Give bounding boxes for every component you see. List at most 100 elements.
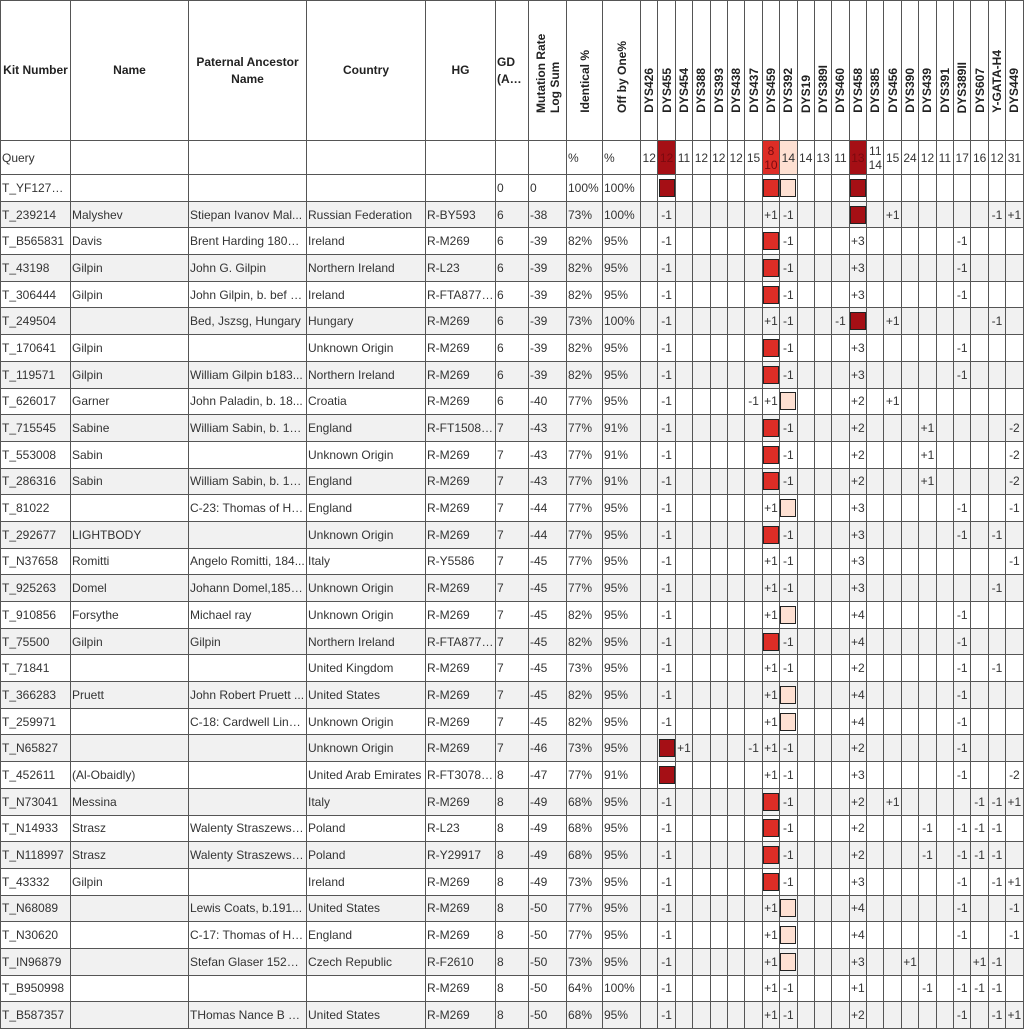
header-marker-dys391[interactable]: DYS391 xyxy=(935,0,955,141)
header-marker-dys393[interactable]: DYS393 xyxy=(709,0,728,141)
table-row[interactable]: T_715545 Sabine William Sabin, b. 16... Eng… xyxy=(0,414,1024,442)
header-marker-dys19[interactable]: DYS19 xyxy=(796,0,815,141)
header-marker-dys439[interactable]: DYS439 xyxy=(918,0,937,141)
header-marker-dys460[interactable]: DYS460 xyxy=(831,0,850,141)
cell-kit-number[interactable]: T_IN96879 xyxy=(0,947,71,976)
table-row[interactable]: T_626017 Garner John Paladin, b. 18... Croa… xyxy=(0,387,1024,416)
header-marker-dys426[interactable]: DYS426 xyxy=(639,0,659,141)
cell-dys390 xyxy=(900,707,920,736)
table-row[interactable]: T_N73041 Messina Italy R-M269 8 -49 68% 95% -1 -1… xyxy=(0,787,1024,816)
cell-dys459: +1 xyxy=(761,761,781,789)
header-marker-dys389ii[interactable]: DYS389II xyxy=(953,0,972,141)
table-row[interactable]: T_YF127385 0 0 100% 100% xyxy=(0,174,1024,202)
table-row[interactable]: T_N68089 Lewis Coats, b.191... United Stat… xyxy=(0,894,1024,923)
cell-kit-number[interactable]: T_B587357 xyxy=(0,1001,71,1029)
header-marker-dys437[interactable]: DYS437 xyxy=(744,0,763,141)
header-marker-dys458[interactable]: DYS458 xyxy=(848,0,868,141)
cell-kit-number[interactable]: T_925263 xyxy=(0,574,71,602)
table-row[interactable]: T_B565831 Davis Brent Harding 1805/... Irel… xyxy=(0,227,1024,256)
table-row[interactable]: T_119571 Gilpin William Gilpin b183... Nort… xyxy=(0,360,1024,389)
header-kit-number[interactable]: Kit Number xyxy=(0,0,71,141)
cell-kit-number[interactable]: T_910856 xyxy=(0,601,71,629)
cell-kit-number[interactable]: T_B565831 xyxy=(0,227,71,256)
cell-dys389i xyxy=(813,841,833,869)
cell-kit-number[interactable]: T_286316 xyxy=(0,467,71,496)
table-row[interactable]: T_553008 Sabin Unknown Origin R-M269 7 -43 77%… xyxy=(0,440,1024,469)
query-value-dys460: 11 xyxy=(831,140,850,175)
table-row[interactable]: T_75500 Gilpin Gilpin Northern Ireland R-FTA… xyxy=(0,627,1024,656)
header-marker-y-gata-h4[interactable]: Y-GATA-H4 xyxy=(987,0,1007,141)
cell-dys459: +1 xyxy=(761,921,781,949)
table-row[interactable]: T_71841 United Kingdom R-M269 7 -45 73% 95% -1 +… xyxy=(0,654,1024,683)
cell-kit-number[interactable]: T_B950998 xyxy=(0,974,71,1003)
cell-kit-number[interactable]: T_626017 xyxy=(0,387,71,416)
header-marker-dys388[interactable]: DYS388 xyxy=(692,0,711,141)
cell-kit-number[interactable]: T_81022 xyxy=(0,494,71,522)
cell-kit-number[interactable]: T_239214 xyxy=(0,200,71,229)
cell-kit-number[interactable]: T_553008 xyxy=(0,440,71,469)
table-row[interactable]: T_170641 Gilpin Unknown Origin R-M269 6 -39 82… xyxy=(0,334,1024,362)
cell-kit-number[interactable]: T_71841 xyxy=(0,654,71,683)
header-marker-dys607[interactable]: DYS607 xyxy=(970,0,989,141)
cell-kit-number[interactable]: T_75500 xyxy=(0,627,71,656)
table-row[interactable]: T_N65827 Unknown Origin R-M269 7 -46 73% 95% +1… xyxy=(0,734,1024,763)
cell-kit-number[interactable]: T_249504 xyxy=(0,307,71,336)
table-row[interactable]: T_366283 Pruett John Robert Pruett ... Unit… xyxy=(0,681,1024,709)
cell-kit-number[interactable]: T_170641 xyxy=(0,334,71,362)
cell-kit-number[interactable]: T_715545 xyxy=(0,414,71,442)
header-hg[interactable]: HG xyxy=(425,0,496,141)
header-marker-dys392[interactable]: DYS392 xyxy=(779,0,798,141)
table-row[interactable]: T_43332 Gilpin Ireland R-M269 8 -49 73% 95% -1 -1… xyxy=(0,867,1024,896)
header-marker-dys456[interactable]: DYS456 xyxy=(883,0,902,141)
header-country[interactable]: Country xyxy=(306,0,426,141)
cell-kit-number[interactable]: T_452611 xyxy=(0,761,71,789)
header-marker-dys438[interactable]: DYS438 xyxy=(726,0,746,141)
header-gd[interactable]: GD (Abs) xyxy=(495,0,529,141)
table-row[interactable]: T_IN96879 Stefan Glaser 1520-... Czech Rep… xyxy=(0,947,1024,976)
table-row[interactable]: T_925263 Domel Johann Domel,1850... Unknown… xyxy=(0,574,1024,602)
table-row[interactable]: T_N118997 Strasz Walenty Straszewsk... Pola… xyxy=(0,841,1024,869)
cell-kit-number[interactable]: T_N37658 xyxy=(0,547,71,576)
table-row[interactable]: T_249504 Bed, Jszsg, Hungary Hungary R-M269… xyxy=(0,307,1024,336)
table-row[interactable]: T_286316 Sabin William Sabin, b. 16... Engl… xyxy=(0,467,1024,496)
cell-kit-number[interactable]: T_119571 xyxy=(0,360,71,389)
cell-kit-number[interactable]: T_N14933 xyxy=(0,814,71,843)
header-marker-dys389i[interactable]: DYS389I xyxy=(813,0,833,141)
table-row[interactable]: T_B950998 R-M269 8 -50 64% 100% -1 +1 -1 +1 -1 -1 -1… xyxy=(0,974,1024,1003)
cell-kit-number[interactable]: T_43332 xyxy=(0,867,71,896)
table-row[interactable]: T_239214 Malyshev Stiepan Ivanov Mal... Rus… xyxy=(0,200,1024,229)
cell-kit-number[interactable]: T_N30620 xyxy=(0,921,71,949)
cell-kit-number[interactable]: T_306444 xyxy=(0,280,71,309)
table-row[interactable]: T_910856 Forsythe Michael ray Unknown Origi… xyxy=(0,601,1024,629)
cell-kit-number[interactable]: T_292677 xyxy=(0,520,71,549)
table-row[interactable]: T_452611 (Al-Obaidly) United Arab Emirates… xyxy=(0,761,1024,789)
cell-kit-number[interactable]: T_N118997 xyxy=(0,841,71,869)
table-row[interactable]: T_259971 C-18: Cardwell Line... Unknown Or… xyxy=(0,707,1024,736)
table-row[interactable]: T_N14933 Strasz Walenty Straszewsk... Polan… xyxy=(0,814,1024,843)
cell-kit-number[interactable]: T_43198 xyxy=(0,254,71,282)
header-marker-dys385[interactable]: DYS385 xyxy=(866,0,885,141)
header-marker-dys390[interactable]: DYS390 xyxy=(900,0,920,141)
header-paternal-ancestor[interactable]: Paternal Ancestor Name xyxy=(188,0,307,141)
table-row[interactable]: T_306444 Gilpin John Gilpin, b. bef 1... Ir… xyxy=(0,280,1024,309)
table-row[interactable]: T_N37658 Romitti Angelo Romitti, 184... Ita… xyxy=(0,547,1024,576)
header-name[interactable]: Name xyxy=(70,0,189,141)
header-off-by-one[interactable]: Off by One% xyxy=(602,0,641,141)
table-row[interactable]: T_292677 LIGHTBODY Unknown Origin R-M269 7 -4… xyxy=(0,520,1024,549)
cell-kit-number[interactable]: T_366283 xyxy=(0,681,71,709)
table-row[interactable]: T_B587357 THomas Nance B ci... United Stat… xyxy=(0,1001,1024,1029)
header-marker-dys459[interactable]: DYS459 xyxy=(761,0,781,141)
table-row[interactable]: T_N30620 C-17: Thomas of He... England R-M2… xyxy=(0,921,1024,949)
header-marker-dys455[interactable]: DYS455 xyxy=(657,0,676,141)
cell-kit-number[interactable]: T_259971 xyxy=(0,707,71,736)
header-marker-dys454[interactable]: DYS454 xyxy=(674,0,694,141)
header-mutation-rate[interactable]: Mutation Rate Log Sum xyxy=(528,0,567,141)
header-marker-dys449[interactable]: DYS449 xyxy=(1005,0,1024,141)
header-identical[interactable]: Identical % xyxy=(566,0,603,141)
cell-kit-number[interactable]: T_N65827 xyxy=(0,734,71,763)
cell-kit-number[interactable]: T_N68089 xyxy=(0,894,71,923)
cell-kit-number[interactable]: T_N73041 xyxy=(0,787,71,816)
table-row[interactable]: T_81022 C-23: Thomas of He... England R-M26… xyxy=(0,494,1024,522)
table-row[interactable]: T_43198 Gilpin John G. Gilpin Northern Irel… xyxy=(0,254,1024,282)
cell-kit-number[interactable]: T_YF127385 xyxy=(0,174,71,202)
